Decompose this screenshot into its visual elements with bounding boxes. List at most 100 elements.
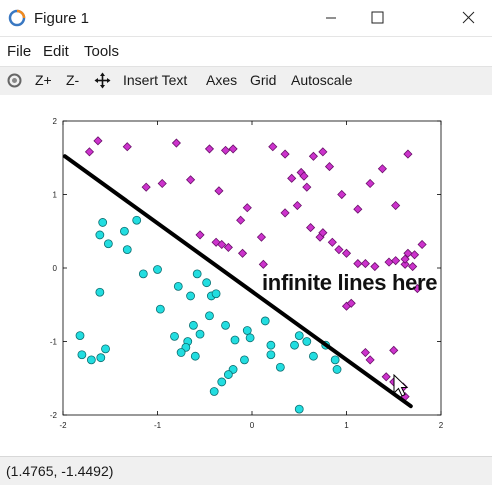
data-point-circle xyxy=(98,218,108,227)
data-point-circle xyxy=(153,265,162,274)
data-point-diamond xyxy=(93,136,103,146)
data-point-circle xyxy=(138,269,148,279)
data-point-diamond xyxy=(403,149,413,159)
data-point-diamond xyxy=(318,147,328,157)
data-point-circle xyxy=(209,387,219,396)
pan-icon[interactable] xyxy=(94,72,111,89)
data-point-diamond xyxy=(217,239,227,250)
x-tick-label: -1 xyxy=(154,421,162,430)
data-point-diamond xyxy=(412,284,422,294)
data-point-diamond xyxy=(157,178,167,189)
y-tick-label: -2 xyxy=(50,411,58,420)
data-point-diamond xyxy=(171,138,181,148)
cursor-coordinates: (1.4765, -1.4492) xyxy=(6,463,114,479)
menu-edit[interactable]: Edit xyxy=(43,43,69,60)
data-point-diamond xyxy=(403,248,413,258)
data-point-diamond xyxy=(360,347,370,358)
plot-canvas[interactable]: -2 -1 0 1 2 2 1 0 -1 -2 xyxy=(0,95,492,455)
data-point-diamond xyxy=(353,204,363,214)
title-bar: Figure 1 xyxy=(0,0,492,37)
data-point-diamond xyxy=(237,248,248,258)
y-tick-label: 0 xyxy=(53,264,58,273)
x-tick-label: 0 xyxy=(250,421,255,430)
grid-button[interactable]: Grid xyxy=(250,72,277,88)
insert-text-button[interactable]: Insert Text xyxy=(123,72,188,88)
data-point-circle xyxy=(217,377,227,387)
data-point-diamond xyxy=(341,248,352,258)
axes-box xyxy=(62,120,442,416)
data-point-diamond xyxy=(242,203,252,213)
data-point-circle xyxy=(290,340,299,350)
menu-file[interactable]: File xyxy=(7,43,32,60)
data-point-circle xyxy=(266,340,276,350)
data-point-diamond xyxy=(214,186,224,196)
data-point-circle xyxy=(122,245,132,255)
data-point-circle xyxy=(205,311,214,321)
y-tick-label: 2 xyxy=(53,117,58,126)
mouse-cursor-icon xyxy=(393,374,409,397)
data-point-circle xyxy=(245,333,255,343)
close-button[interactable] xyxy=(446,0,492,36)
data-point-diamond xyxy=(353,259,363,269)
data-point-diamond xyxy=(280,149,290,159)
data-point-circle xyxy=(242,326,252,335)
minimize-button[interactable] xyxy=(308,0,354,36)
y-tick-label: 1 xyxy=(53,191,58,200)
data-point-diamond xyxy=(195,230,205,240)
menu-bar: File Edit Tools xyxy=(0,37,492,65)
data-point-diamond xyxy=(308,151,318,161)
x-tick-label: -2 xyxy=(59,421,67,430)
scatter-plot[interactable]: -2 -1 0 1 2 2 1 0 -1 -2 xyxy=(0,95,492,455)
data-point-circle xyxy=(101,344,110,354)
data-point-circle xyxy=(95,287,105,297)
data-point-diamond xyxy=(365,355,375,365)
data-point-diamond xyxy=(365,178,375,189)
data-point-diamond xyxy=(389,345,399,355)
autoscale-button[interactable]: Autoscale xyxy=(291,72,353,88)
data-point-circle xyxy=(330,355,340,365)
data-point-diamond xyxy=(391,256,401,266)
data-point-circle xyxy=(192,269,202,279)
data-point-circle xyxy=(221,320,230,330)
data-point-diamond xyxy=(346,298,356,308)
zoom-out-button[interactable]: Z- xyxy=(66,72,80,88)
rotate-icon[interactable] xyxy=(6,72,23,89)
status-bar: (1.4765, -1.4492) xyxy=(0,456,492,485)
data-point-diamond xyxy=(306,223,316,233)
data-point-diamond xyxy=(186,175,196,185)
data-point-diamond xyxy=(223,242,233,252)
data-point-diamond xyxy=(292,200,302,211)
data-point-diamond xyxy=(302,182,312,192)
data-point-circle xyxy=(240,355,249,365)
data-point-circle xyxy=(170,331,179,341)
annotation-text: infinite lines here xyxy=(262,270,438,295)
data-point-circle xyxy=(103,239,113,249)
data-point-diamond xyxy=(122,142,132,152)
data-point-diamond xyxy=(228,144,238,154)
data-point-diamond xyxy=(334,245,344,255)
zoom-in-button[interactable]: Z+ xyxy=(35,72,52,88)
data-point-circle xyxy=(211,289,221,299)
maximize-button[interactable] xyxy=(354,0,400,36)
data-point-diamond xyxy=(236,215,246,225)
data-point-circle xyxy=(176,348,186,357)
data-point-circle xyxy=(302,337,312,346)
data-point-diamond xyxy=(324,162,335,172)
data-point-circle xyxy=(294,404,304,414)
data-point-circle xyxy=(120,226,129,236)
y-tick-label: -1 xyxy=(50,338,58,347)
axes-button[interactable]: Axes xyxy=(206,72,238,88)
data-point-circle xyxy=(155,304,165,314)
data-point-diamond xyxy=(141,182,151,192)
data-point-diamond xyxy=(370,261,380,272)
data-point-circle xyxy=(202,278,212,288)
data-point-diamond xyxy=(220,145,231,155)
data-point-diamond xyxy=(256,232,267,242)
menu-tools[interactable]: Tools xyxy=(84,43,120,60)
data-point-circle xyxy=(260,316,270,326)
data-point-circle xyxy=(96,353,106,363)
data-point-circle xyxy=(266,350,276,360)
data-point-diamond xyxy=(409,250,420,260)
data-point-circle xyxy=(190,351,200,361)
data-point-circle xyxy=(223,370,233,379)
